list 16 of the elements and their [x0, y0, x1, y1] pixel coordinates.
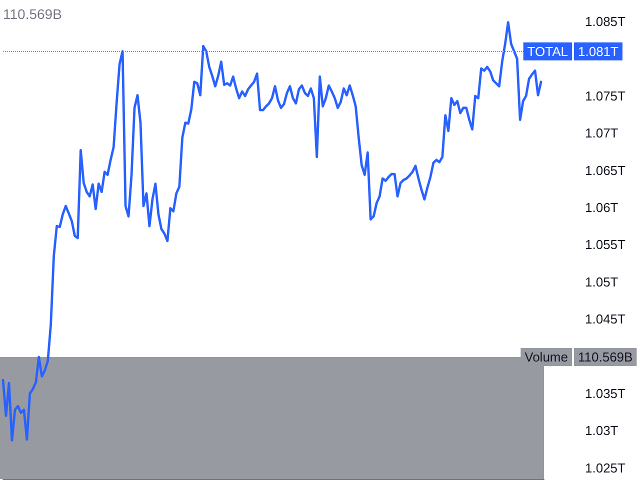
y-tick-label: 1.025T [585, 460, 626, 476]
y-tick-label: 1.035T [585, 386, 626, 401]
y-tick-label: 1.045T [585, 312, 626, 327]
annotation: 110.569B [3, 6, 62, 22]
ref-line-label: 1.081T [578, 44, 619, 59]
y-tick-label: 1.05T [585, 274, 618, 290]
y-tick-label: 1.06T [585, 200, 618, 216]
text: 110.569B [578, 350, 633, 365]
y-tick-label: 1.065T [585, 162, 626, 178]
y-tick-label: 1.055T [585, 237, 626, 252]
y-tick-label: 1.07T [585, 126, 618, 141]
y-tick-label: 1.03T [585, 423, 618, 438]
band-label: Volume [524, 350, 568, 365]
y-tick-label: 1.075T [585, 88, 626, 104]
y-tick-label: 1.085T [585, 14, 626, 30]
legend-label: TOTAL [527, 44, 568, 59]
